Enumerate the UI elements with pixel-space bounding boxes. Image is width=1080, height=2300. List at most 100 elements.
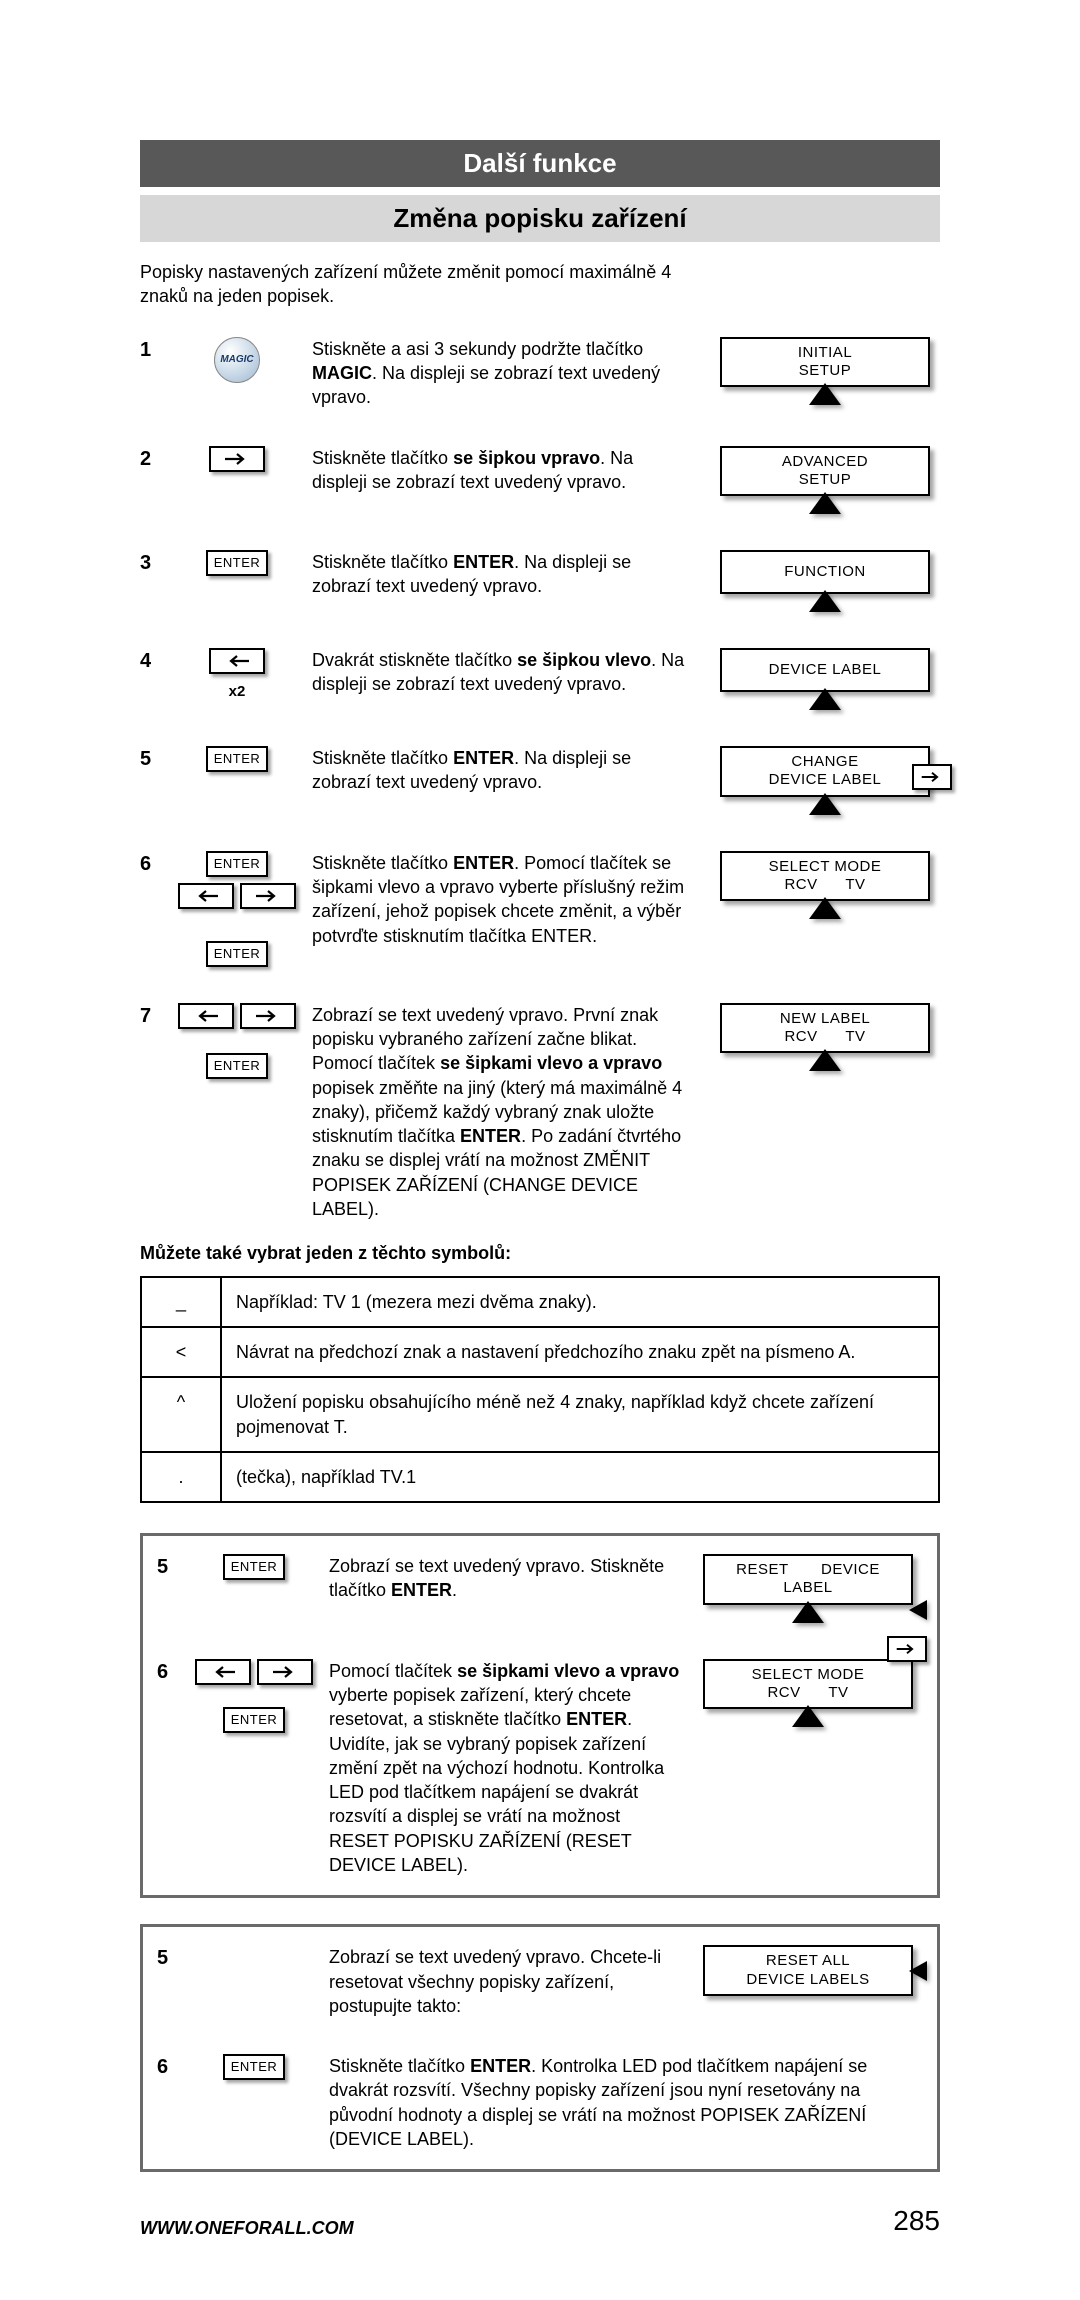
intro-text: Popisky nastavených zařízení můžete změn… <box>140 260 700 309</box>
text: Zobrazí se text uvedený vpravo. Stisknět… <box>329 1556 664 1600</box>
step-1: 1 MAGIC Stiskněte a asi 3 sekundy podržt… <box>140 337 940 410</box>
step-number: 6 <box>140 851 162 878</box>
box2-step-5: 5 Zobrazí se text uvedený vpravo. Chcete… <box>157 1945 923 2018</box>
triangle-left-icon <box>909 1961 927 1981</box>
text: Stiskněte tlačítko <box>312 448 453 468</box>
text-bold: se šipkami vlevo a vpravo <box>440 1053 662 1073</box>
step-number: 6 <box>157 1659 179 1686</box>
screen-line: ADVANCED <box>782 452 868 472</box>
symbol-key: _ <box>141 1277 221 1327</box>
step-description: Stiskněte tlačítko ENTER. Kontrolka LED … <box>329 2054 923 2151</box>
symbols-table: _Například: TV 1 (mezera mezi dvěma znak… <box>140 1276 940 1503</box>
triangle-up-icon <box>792 1601 824 1623</box>
step-description: Stiskněte a asi 3 sekundy podržte tlačít… <box>312 337 700 410</box>
text: . <box>452 1580 457 1600</box>
symbol-desc: (tečka), například TV.1 <box>221 1452 939 1502</box>
triangle-up-icon <box>792 1705 824 1727</box>
display-screen: RESET DEVICE LABEL <box>703 1554 913 1605</box>
screen-line: RCV TV <box>767 1683 848 1703</box>
enter-button-icon: ENTER <box>223 1554 286 1580</box>
triangle-up-icon <box>809 897 841 919</box>
arrow-right-button-icon <box>209 446 265 472</box>
text-bold: ENTER <box>470 2056 531 2076</box>
screen-line: NEW LABEL <box>780 1009 870 1029</box>
enter-button-icon: ENTER <box>206 550 269 576</box>
arrow-left-button-icon <box>178 1003 234 1029</box>
step-number: 2 <box>140 446 162 473</box>
box2-step-6: 6 ENTER Stiskněte tlačítko ENTER. Kontro… <box>157 2054 923 2151</box>
screen-line: SETUP <box>799 470 852 490</box>
enter-button-icon: ENTER <box>206 1053 269 1079</box>
screen-line: FUNCTION <box>784 562 866 582</box>
triangle-up-icon <box>809 688 841 710</box>
text-bold: se šipkami vlevo a vpravo <box>457 1661 679 1681</box>
text-bold: se šipkou vlevo <box>517 650 651 670</box>
step-6: 6 ENTER ENTER Stiskněte tlačítko ENTER. … <box>140 851 940 967</box>
arrow-right-button-icon <box>240 883 296 909</box>
text: Stiskněte tlačítko <box>312 552 453 572</box>
box1-step-6: 6 ENTER Pomocí tlačítek se šipkami vlevo… <box>157 1659 923 1878</box>
triangle-left-icon <box>909 1600 927 1620</box>
reset-all-labels-box: 5 Zobrazí se text uvedený vpravo. Chcete… <box>140 1924 940 2172</box>
step-description: Zobrazí se text uvedený vpravo. První zn… <box>312 1003 710 1222</box>
screen-line: RCV TV <box>784 1027 865 1047</box>
display-screen: SELECT MODE RCV TV <box>703 1659 913 1710</box>
screen-line: INITIAL <box>798 343 852 363</box>
text: Stiskněte a asi 3 sekundy podržte tlačít… <box>312 339 643 359</box>
magic-button-icon: MAGIC <box>214 337 260 383</box>
enter-button-icon: ENTER <box>206 746 269 772</box>
multiplier-label: x2 <box>229 682 246 702</box>
screen-line: RESET DEVICE <box>736 1560 880 1580</box>
screen-line: CHANGE <box>791 752 858 772</box>
text: Stiskněte tlačítko <box>329 2056 470 2076</box>
step-description: Stiskněte tlačítko ENTER. Pomocí tlačíte… <box>312 851 700 948</box>
display-screen: RESET ALL DEVICE LABELS <box>703 1945 913 1996</box>
enter-button-icon: ENTER <box>206 851 269 877</box>
arrow-right-button-icon <box>912 764 952 790</box>
triangle-up-icon <box>809 1049 841 1071</box>
step-number: 4 <box>140 648 162 675</box>
triangle-up-icon <box>809 793 841 815</box>
step-number: 1 <box>140 337 162 364</box>
step-number: 6 <box>157 2054 179 2081</box>
text: Stiskněte tlačítko <box>312 853 453 873</box>
text-bold: MAGIC <box>312 363 372 383</box>
text: . Uvidíte, jak se vybraný popisek zaříze… <box>329 1709 664 1875</box>
step-number: 5 <box>157 1554 179 1581</box>
arrow-right-button-icon <box>257 1659 313 1685</box>
screen-line: SELECT MODE <box>752 1665 865 1685</box>
triangle-up-icon <box>809 383 841 405</box>
screen-line: RCV TV <box>784 875 865 895</box>
section-header-light: Změna popisku zařízení <box>140 195 940 242</box>
arrow-right-button-icon <box>240 1003 296 1029</box>
screen-line: DEVICE LABEL <box>769 770 882 790</box>
screen-line: SELECT MODE <box>769 857 882 877</box>
symbol-key: . <box>141 1452 221 1502</box>
text-bold: ENTER <box>453 552 514 572</box>
display-screen: DEVICE LABEL <box>720 648 930 692</box>
table-row: .(tečka), například TV.1 <box>141 1452 939 1502</box>
step-description: Stiskněte tlačítko se šipkou vpravo. Na … <box>312 446 700 495</box>
step-number: 7 <box>140 1003 162 1030</box>
arrow-left-button-icon <box>209 648 265 674</box>
footer-url: WWW.ONEFORALL.COM <box>140 2216 354 2240</box>
table-row: ^Uložení popisku obsahujícího méně než 4… <box>141 1377 939 1452</box>
step-description: Zobrazí se text uvedený vpravo. Chcete-l… <box>329 1945 683 2018</box>
text-bold: ENTER <box>453 853 514 873</box>
display-screen: CHANGE DEVICE LABEL <box>720 746 930 797</box>
step-description: Dvakrát stiskněte tlačítko se šipkou vle… <box>312 648 700 697</box>
screen-line: LABEL <box>783 1578 832 1598</box>
screen-line: DEVICE LABEL <box>769 660 882 680</box>
display-screen: ADVANCED SETUP <box>720 446 930 497</box>
text-bold: ENTER <box>566 1709 627 1729</box>
step-number: 3 <box>140 550 162 577</box>
box1-step-5: 5 ENTER Zobrazí se text uvedený vpravo. … <box>157 1554 923 1623</box>
triangle-up-icon <box>809 492 841 514</box>
step-4: 4 x2 Dvakrát stiskněte tlačítko se šipko… <box>140 648 940 710</box>
screen-line: DEVICE LABELS <box>746 1970 869 1990</box>
step-description: Zobrazí se text uvedený vpravo. Stisknět… <box>329 1554 683 1603</box>
text: Dvakrát stiskněte tlačítko <box>312 650 517 670</box>
step-description: Pomocí tlačítek se šipkami vlevo a vprav… <box>329 1659 693 1878</box>
display-screen: NEW LABEL RCV TV <box>720 1003 930 1054</box>
step-7: 7 ENTER Zobrazí se text uvedený vpravo. … <box>140 1003 940 1222</box>
